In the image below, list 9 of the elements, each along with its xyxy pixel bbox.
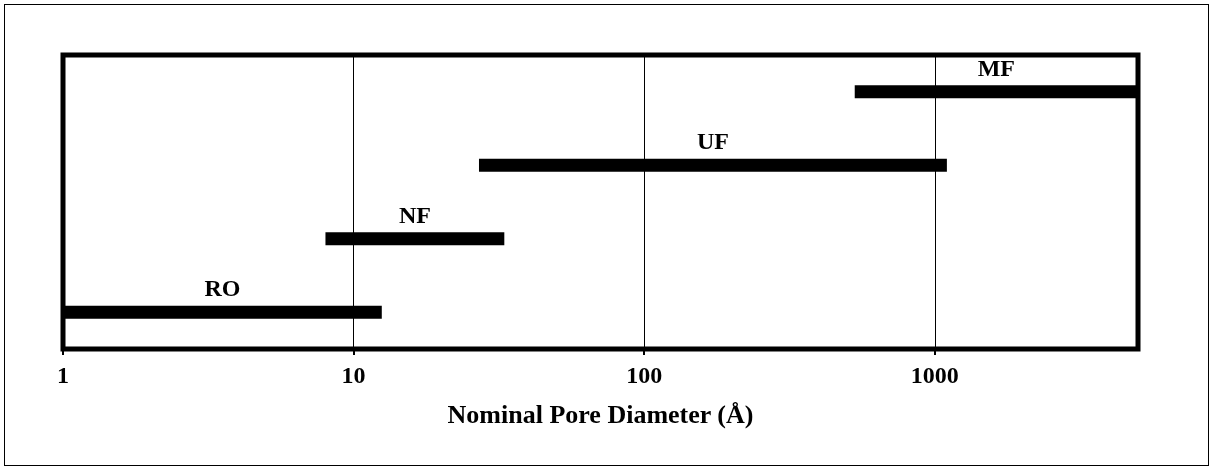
x-tick-label: 10 [341, 362, 366, 388]
x-tick-label: 100 [626, 362, 663, 388]
y-tick-label: NF [398, 201, 431, 228]
x-axis-title: Nominal Pore Diameter (Å) [447, 399, 754, 429]
y-tick-label: MF [977, 54, 1016, 81]
y-tick-label: RO [204, 275, 241, 302]
x-tick-label: 1000 [910, 362, 959, 388]
y-tick-label: UF [696, 128, 729, 155]
x-tick-label: 1 [57, 362, 69, 388]
